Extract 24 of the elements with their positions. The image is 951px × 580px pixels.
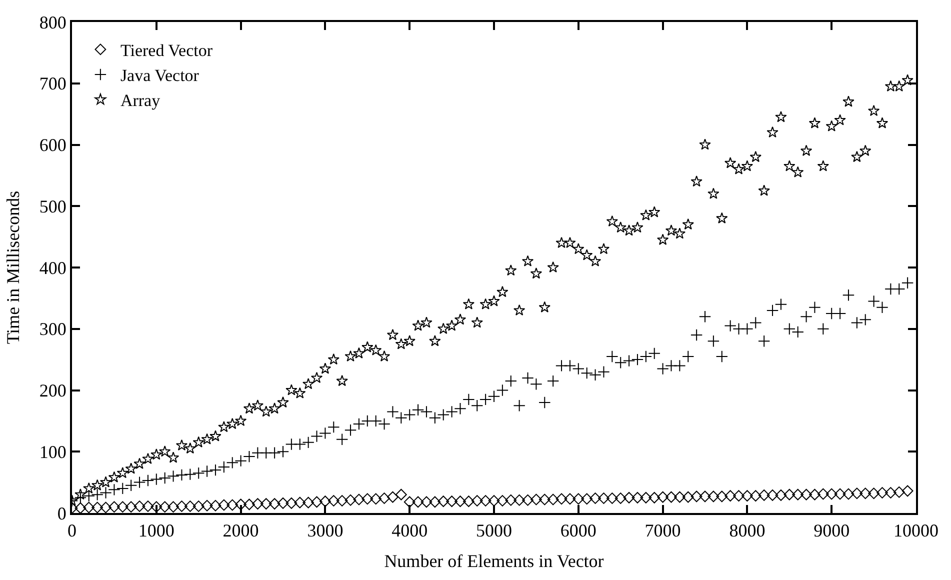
x-tick-label: 9000 xyxy=(814,520,850,541)
y-tick-label: 800 xyxy=(39,12,66,32)
x-tick-label: 10000 xyxy=(894,520,938,541)
y-axis-title: Time in Milliseconds xyxy=(3,190,24,344)
y-tick-label: 200 xyxy=(39,380,66,401)
x-axis-title: Number of Elements in Vector xyxy=(384,551,604,572)
x-tick-label: 2000 xyxy=(222,520,259,541)
legend-label: Array xyxy=(120,91,161,110)
x-tick-label: 5000 xyxy=(476,520,512,541)
x-tick-label: 3000 xyxy=(307,520,344,541)
y-tick-label: 400 xyxy=(39,258,66,278)
y-tick-label: 300 xyxy=(39,319,66,340)
x-tick-label: 8000 xyxy=(729,520,766,541)
y-tick-label: 500 xyxy=(39,196,66,216)
legend-label: Java Vector xyxy=(120,66,200,86)
legend-label: Tiered Vector xyxy=(120,41,213,60)
y-tick-label: 700 xyxy=(39,74,66,94)
y-tick-label: 0 xyxy=(57,503,66,524)
x-tick-label: 7000 xyxy=(644,520,681,541)
x-tick-label: 4000 xyxy=(392,520,428,541)
x-tick-label: 6000 xyxy=(560,520,596,541)
y-tick-label: 600 xyxy=(39,135,66,156)
y-tick-label: 100 xyxy=(39,442,66,462)
x-tick-label: 1000 xyxy=(138,520,174,541)
